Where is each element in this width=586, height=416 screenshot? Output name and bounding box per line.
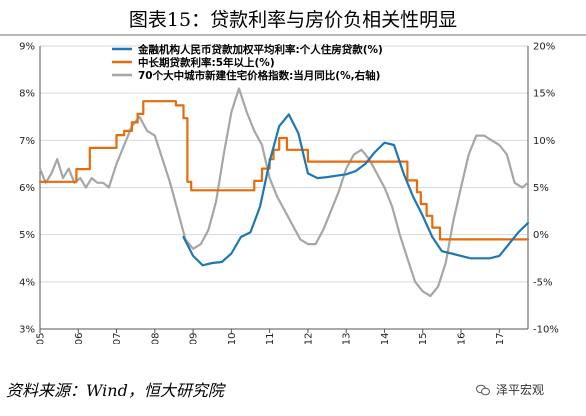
x-tick-label: 2008 bbox=[150, 333, 161, 344]
right-tick-label: 5% bbox=[533, 183, 549, 194]
source-note: 资料来源：Wind，恒大研究院 bbox=[6, 381, 224, 400]
x-tick-label: 2013 bbox=[342, 333, 353, 344]
legend-label: 中长期贷款利率:5年以上(%) bbox=[138, 56, 275, 69]
right-tick-label: 15% bbox=[533, 89, 555, 100]
left-tick-label: 8% bbox=[19, 89, 35, 100]
x-tick-label: 2010 bbox=[227, 333, 238, 344]
left-tick-label: 4% bbox=[19, 277, 35, 288]
series-line-2 bbox=[38, 87, 530, 298]
brand-logo: 泽平宏观 bbox=[476, 381, 544, 398]
x-tick-label: 2009 bbox=[189, 333, 200, 344]
x-tick-label: 2007 bbox=[112, 333, 123, 344]
left-tick-label: 7% bbox=[19, 136, 35, 147]
x-tick-label: 2005 bbox=[36, 333, 47, 344]
left-tick-label: 5% bbox=[19, 230, 35, 241]
chart-title: 图表15：贷款利率与房价负相关性明显 bbox=[128, 9, 458, 31]
series-layer bbox=[38, 87, 530, 298]
left-axis-ticks: 3% 4% 5% 6% 7% 8% 9% bbox=[19, 42, 35, 336]
legend: 金融机构人民币贷款加权平均利率:个人住房贷款(%)中长期贷款利率:5年以上(%)… bbox=[112, 43, 383, 82]
right-tick-label: 0% bbox=[533, 230, 549, 241]
right-tick-label: 10% bbox=[533, 136, 555, 147]
x-tick-label: 2012 bbox=[303, 333, 314, 344]
x-tick-label: 2017 bbox=[495, 333, 506, 344]
legend-label: 70个大中城市新建住宅价格指数:当月同比(%,右轴) bbox=[138, 69, 380, 82]
right-tick-label: -10% bbox=[533, 325, 559, 336]
x-axis-ticks: 2005 2006 2007 2008 2009 2010 2011 2012 2013 2014… bbox=[36, 329, 506, 344]
x-tick-label: 2016 bbox=[457, 333, 468, 344]
x-tick-label: 2006 bbox=[74, 333, 85, 344]
right-tick-label: -5% bbox=[533, 277, 552, 288]
x-tick-label: 2014 bbox=[380, 333, 391, 344]
x-tick-label: 2015 bbox=[418, 333, 429, 344]
plot-frame bbox=[39, 46, 529, 330]
left-tick-label: 6% bbox=[19, 183, 35, 194]
left-tick-label: 9% bbox=[19, 42, 35, 53]
chart: 3% 4% 5% 6% 7% 8% 9% -10% -5% 0% 5% 10% 15% 20% 2005… bbox=[19, 42, 559, 345]
right-tick-label: 20% bbox=[533, 42, 555, 53]
left-tick-label: 3% bbox=[19, 325, 35, 336]
wechat-icon bbox=[476, 384, 490, 396]
title-bar: 图表15：贷款利率与房价负相关性明显 bbox=[0, 0, 586, 36]
brand-name: 泽平宏观 bbox=[496, 383, 545, 397]
series-line-0 bbox=[182, 113, 530, 267]
right-axis-ticks: -10% -5% 0% 5% 10% 15% 20% bbox=[533, 42, 559, 336]
gridlines bbox=[40, 45, 528, 283]
x-tick-label: 2011 bbox=[265, 333, 276, 344]
series-line-1 bbox=[38, 100, 530, 241]
legend-label: 金融机构人民币贷款加权平均利率:个人住房贷款(%) bbox=[137, 43, 383, 56]
